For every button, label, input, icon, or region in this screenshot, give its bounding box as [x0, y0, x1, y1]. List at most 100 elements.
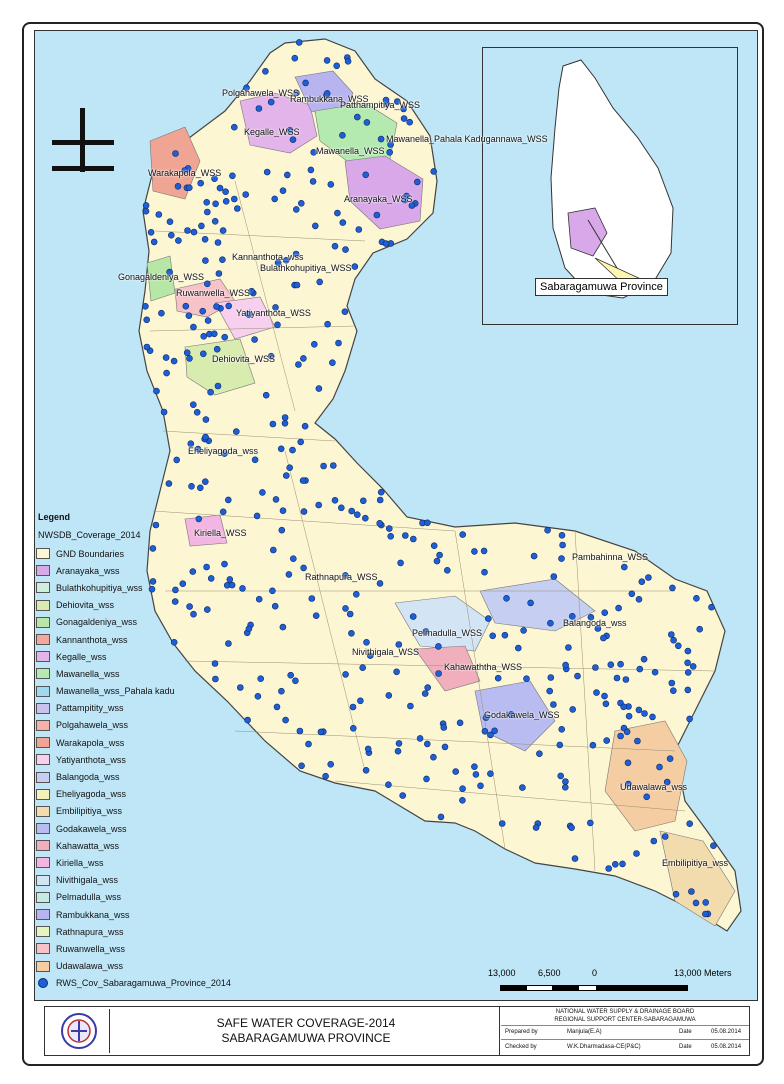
rws-point — [339, 219, 347, 226]
rws-point — [327, 760, 335, 768]
rws-point — [649, 713, 656, 721]
label-kannanthota: Kannanthota_wss — [232, 252, 304, 262]
label-kegalle: Kegalle_WSS — [244, 127, 300, 137]
rws-point — [142, 202, 150, 209]
rws-point — [361, 514, 369, 522]
rws-point — [195, 515, 203, 523]
rws-point — [281, 419, 289, 427]
legend: Legend NWSDB_Coverage_2014 GND Boundarie… — [36, 512, 236, 992]
rws-point — [387, 532, 395, 540]
rws-point — [422, 628, 430, 635]
rws-point — [399, 792, 407, 799]
rws-point — [172, 150, 179, 157]
label-kahawaththa: Kahawaththa_WSS — [444, 662, 523, 672]
rws-point — [666, 755, 674, 763]
rws-point — [423, 775, 430, 783]
legend-item-label: Eheliyagoda_wss — [56, 789, 127, 800]
rws-point — [202, 433, 209, 441]
rws-point — [708, 603, 715, 611]
rws-point — [562, 661, 569, 669]
rws-point — [634, 737, 641, 745]
label-gonagaldeniya: Gonagaldeniya_WSS — [118, 272, 205, 282]
rws-point — [355, 226, 363, 233]
province-outline — [138, 38, 742, 932]
rws-point — [185, 312, 193, 320]
rws-point — [623, 728, 631, 736]
legend-swatch — [36, 702, 50, 714]
legend-item: Godakawela_wss — [36, 820, 236, 837]
zone-kahawaththa — [414, 645, 481, 692]
legend-swatch — [36, 909, 50, 921]
rws-point — [295, 39, 303, 46]
rws-point — [203, 199, 210, 206]
legend-swatch — [36, 599, 50, 611]
checked-by: W.K.Dharmadasa-CE(P&C) — [567, 1044, 641, 1050]
rws-point — [243, 84, 250, 92]
rws-point — [556, 741, 564, 749]
legend-swatch — [36, 634, 50, 646]
rws-point — [255, 105, 263, 112]
rws-point — [638, 578, 646, 586]
rws-point — [245, 625, 253, 633]
rws-point — [193, 408, 201, 416]
label-pambahinna: Pambahinna_WSS — [572, 552, 649, 562]
rws-point — [269, 420, 277, 428]
title-info: NATIONAL WATER SUPPLY & DRAINAGE BOARD R… — [501, 1007, 749, 1055]
rws-point — [189, 568, 197, 575]
rws-point — [207, 575, 215, 582]
legend-item-label: Gonagaldeniya_wss — [56, 617, 138, 628]
rws-point — [219, 227, 227, 234]
label-udawalawa: Udawalawa_wss — [620, 782, 688, 792]
rws-point — [150, 238, 158, 246]
rws-point — [342, 572, 349, 579]
rws-point — [277, 445, 285, 453]
legend-swatch — [36, 565, 50, 577]
rws-point — [550, 701, 557, 708]
rws-point — [558, 555, 565, 562]
rws-point — [413, 178, 421, 186]
legend-item: Eheliyagoda_wss — [36, 786, 236, 803]
rws-point — [441, 743, 449, 751]
legend-item-label: Rambukkana_wss — [56, 909, 130, 920]
legend-item: Yatiyanthota_wss — [36, 751, 236, 768]
label-mawanella: Mawanella_WSS — [316, 146, 385, 156]
rws-point — [225, 302, 232, 310]
legend-swatch — [36, 719, 50, 731]
rws-point — [310, 340, 318, 348]
rws-point — [149, 578, 157, 585]
legend-item: Aranayaka_wss — [36, 562, 236, 579]
rws-point — [482, 714, 490, 721]
rws-point — [190, 401, 197, 409]
rws-point — [386, 149, 394, 156]
legend-item-label: Yatiyanthota_wss — [56, 754, 126, 765]
legend-swatch — [36, 926, 50, 938]
rws-point — [684, 659, 691, 667]
rws-point — [574, 672, 581, 680]
rws-point — [589, 741, 597, 749]
rws-point — [331, 242, 339, 250]
rws-point — [376, 519, 384, 527]
rws-point — [353, 113, 361, 121]
rws-point — [225, 496, 232, 504]
rws-point — [349, 724, 357, 732]
map-title-line2: SABARAGAMUWA PROVINCE — [221, 1031, 391, 1045]
rws-point — [433, 557, 441, 565]
rws-point — [219, 508, 227, 516]
legend-item: Rathnapura_wss — [36, 923, 236, 940]
scale-bar: 13,000 6,500 0 13,000 Meters — [488, 968, 734, 998]
rws-point — [226, 576, 234, 583]
rws-point — [179, 580, 187, 588]
rws-point — [263, 168, 271, 176]
date-label-1: Date — [679, 1029, 692, 1035]
rws-point — [272, 496, 280, 503]
rws-point — [149, 545, 157, 552]
rws-point — [204, 606, 211, 613]
rws-point — [221, 450, 228, 457]
rws-point — [251, 456, 259, 464]
rws-point — [143, 343, 151, 351]
rws-point — [190, 610, 197, 618]
rws-point — [182, 302, 190, 310]
rws-point — [170, 638, 178, 646]
title-block: SAFE WATER COVERAGE-2014 SABARAGAMUWA PR… — [44, 1006, 750, 1056]
rws-point — [395, 641, 403, 648]
